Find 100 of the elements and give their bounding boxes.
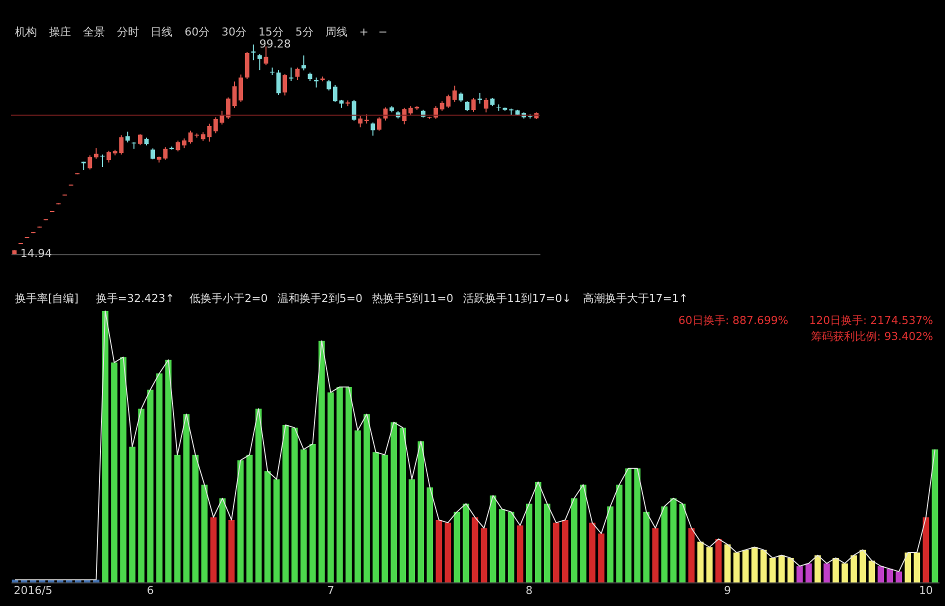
bar: [382, 454, 388, 582]
bar: [400, 428, 406, 582]
x-tick-label: 9: [724, 584, 732, 597]
bar: [842, 563, 848, 582]
bar: [147, 390, 154, 582]
bar: [426, 487, 434, 582]
candlestick: [295, 67, 300, 81]
bar: [778, 555, 785, 582]
bar: [93, 580, 100, 582]
candlestick: [478, 92, 482, 104]
bar: [201, 484, 208, 582]
text: 活跃换手11到17=0↓: [463, 292, 572, 305]
bar: [120, 357, 126, 582]
text: 60分: [184, 26, 210, 39]
text: 换手率[自编]: [14, 292, 79, 305]
bar: [616, 484, 622, 582]
x-tick-label: 6: [146, 584, 154, 597]
bar: [896, 572, 902, 582]
bar: [904, 552, 912, 582]
bar: [562, 520, 568, 582]
candlestick: [238, 74, 244, 102]
bar: [165, 360, 172, 582]
bar: [751, 547, 758, 582]
text: 换手=32.423↑: [96, 292, 175, 305]
text: 15分: [258, 26, 284, 39]
x-tick-label: 8: [526, 584, 533, 597]
x-tick-label: 7: [327, 584, 334, 597]
bar: [129, 446, 136, 582]
bar: [922, 517, 930, 582]
candlestick: [370, 122, 376, 136]
text: 日线: [150, 26, 173, 39]
candlestick: [376, 116, 382, 132]
bar: [679, 504, 686, 582]
candlestick: [232, 81, 237, 108]
candlestick: [213, 116, 218, 134]
bar: [850, 555, 857, 582]
annotation: 99.28: [259, 38, 291, 51]
text: +: [359, 26, 368, 39]
bar: [598, 534, 604, 582]
bar: [553, 522, 560, 582]
bar: [12, 580, 18, 582]
bar: [444, 522, 452, 582]
bar: [490, 496, 496, 582]
bar: [580, 484, 586, 582]
candlestick: [288, 67, 294, 82]
candlestick: [88, 154, 92, 170]
bar: [111, 362, 118, 582]
candlestick: [358, 116, 363, 128]
candlestick: [94, 148, 98, 160]
text: 5分: [295, 26, 314, 39]
bar: [472, 517, 478, 582]
bar: [291, 428, 298, 582]
text: 周线: [325, 26, 348, 39]
bar: [670, 498, 677, 582]
bar: [390, 422, 397, 582]
candlestick: [326, 80, 332, 91]
bar: [418, 441, 424, 582]
candlestick: [150, 148, 155, 160]
bar: [174, 454, 181, 582]
bar: [796, 566, 803, 582]
x-tick-label: 10: [918, 584, 933, 597]
bar: [310, 444, 316, 582]
bar: [318, 340, 325, 582]
bar: [724, 544, 731, 582]
bar: [192, 454, 199, 582]
bar: [634, 468, 640, 582]
bar: [336, 386, 343, 582]
bar: [516, 525, 524, 582]
candlestick: [176, 140, 180, 152]
bar: [372, 452, 379, 582]
bar: [156, 373, 162, 582]
candlestick: [314, 77, 318, 88]
bar: [354, 430, 361, 582]
candlestick: [452, 85, 457, 102]
bar: [824, 563, 830, 582]
bar: [697, 542, 704, 582]
annotation: 筹码获利比例: 93.402%: [811, 330, 934, 343]
text: 30分: [222, 26, 246, 39]
bar: [508, 512, 514, 582]
bar: [914, 552, 920, 582]
bar: [544, 504, 550, 582]
candlestick: [257, 53, 262, 71]
bar: [814, 555, 821, 582]
text: 温和换手2到5=0: [277, 292, 363, 305]
bar: [210, 517, 217, 582]
bar: [462, 504, 470, 582]
candlestick: [125, 131, 130, 143]
candlestick: [402, 107, 407, 125]
bar: [138, 408, 144, 582]
bar: [183, 414, 190, 582]
candlestick: [458, 92, 464, 102]
bar: [643, 512, 650, 582]
bar: [832, 558, 839, 582]
bar: [282, 424, 289, 582]
candlestick: [226, 96, 230, 120]
annotation: 14.94: [20, 247, 52, 260]
bar: [273, 479, 280, 582]
candlestick: [282, 74, 288, 96]
bar: [806, 563, 812, 582]
annotation: 60日换手: 887.699%: [678, 314, 788, 327]
